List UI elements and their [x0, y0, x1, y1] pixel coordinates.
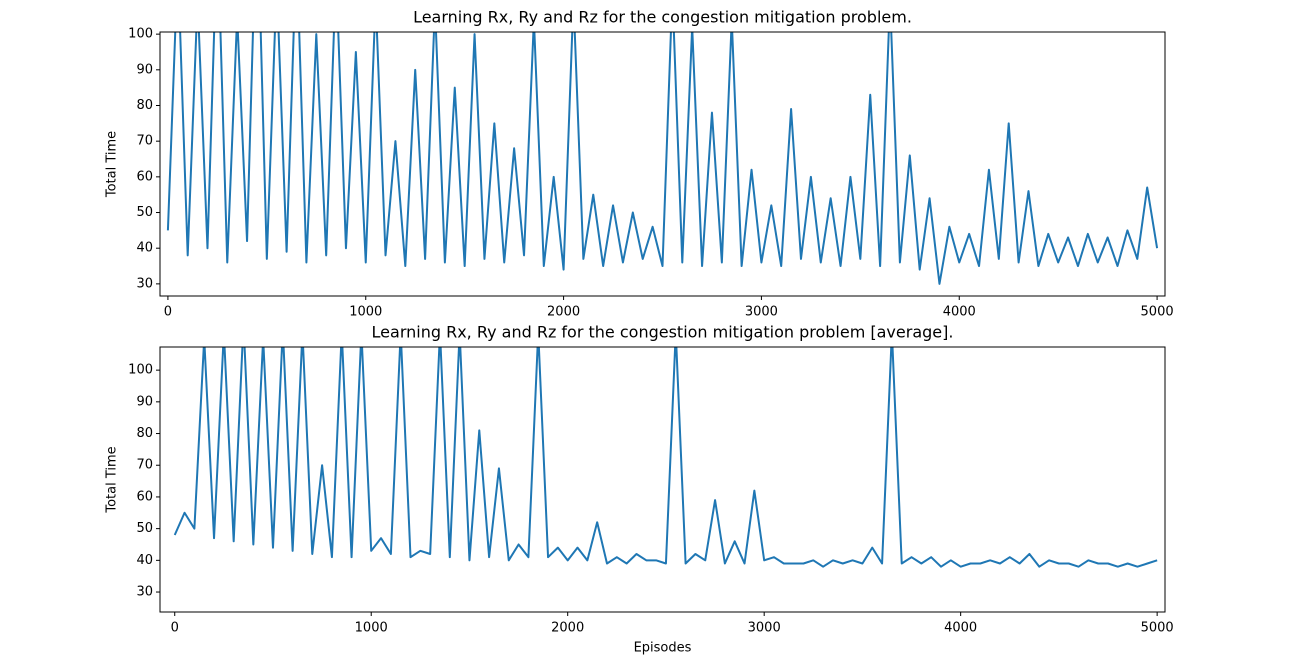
data-line [173, 347, 1158, 568]
x-tick-label: 4000 [944, 621, 977, 636]
x-tick-label: 3000 [745, 305, 778, 320]
x-tick-label: 5000 [1141, 621, 1174, 636]
x-axis-label: Episodes [634, 641, 692, 656]
y-tick-label: 90 [136, 394, 153, 409]
y-tick-label: 100 [128, 27, 153, 42]
x-tick-label: 1000 [355, 621, 388, 636]
y-axis-label: Total Time [105, 131, 120, 198]
y-axis-label: Total Time [105, 446, 120, 513]
axes-frame [159, 31, 1166, 297]
x-tick-label: 1000 [349, 305, 382, 320]
plot-area [173, 347, 1158, 568]
axes-frame [159, 346, 1166, 613]
y-tick-label: 50 [136, 521, 153, 536]
y-tick-label: 40 [136, 553, 153, 568]
y-tick-label: 40 [136, 241, 153, 256]
data-line [166, 32, 1159, 285]
x-tick-label: 0 [171, 621, 179, 636]
y-tick-label: 70 [136, 134, 153, 149]
x-tick-label: 3000 [748, 621, 781, 636]
chart-title: Learning Rx, Ry and Rz for the congestio… [413, 8, 912, 27]
y-tick-label: 70 [136, 458, 153, 473]
y-tick-label: 30 [136, 276, 153, 291]
x-tick-label: 4000 [943, 305, 976, 320]
x-tick-label: 2000 [547, 305, 580, 320]
y-tick-label: 100 [128, 363, 153, 378]
y-tick-label: 30 [136, 585, 153, 600]
chart-title: Learning Rx, Ry and Rz for the congestio… [372, 323, 954, 342]
x-tick-label: 2000 [551, 621, 584, 636]
y-tick-label: 90 [136, 62, 153, 77]
y-tick-label: 80 [136, 426, 153, 441]
y-tick-label: 80 [136, 98, 153, 113]
y-tick-label: 50 [136, 205, 153, 220]
plot-area [166, 32, 1159, 285]
x-tick-label: 5000 [1141, 305, 1174, 320]
y-tick-label: 60 [136, 489, 153, 504]
x-tick-label: 0 [164, 305, 172, 320]
y-tick-label: 60 [136, 169, 153, 184]
